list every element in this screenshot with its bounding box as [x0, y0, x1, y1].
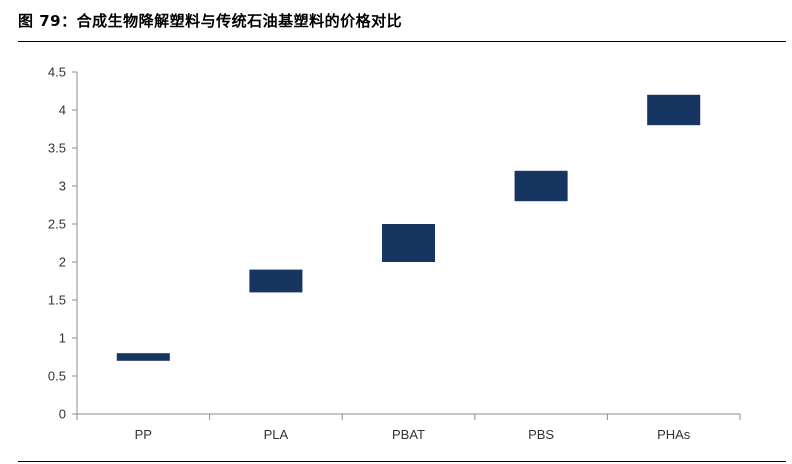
y-tick-label: 1.5: [48, 293, 66, 308]
y-tick-label: 0.5: [48, 369, 66, 384]
y-tick-label: 4.5: [48, 65, 66, 80]
range-bar-pla: [249, 269, 303, 293]
y-axis-ticks: 0 0.5 1 1.5 2 2.5 3 3.5 4 4.5: [48, 65, 77, 422]
x-tick-label: PP: [135, 427, 152, 442]
bottom-divider: [18, 461, 786, 462]
y-tick-label: 3: [59, 179, 66, 194]
y-tick-label: 3.5: [48, 141, 66, 156]
x-tick-label: PHAs: [657, 427, 691, 442]
y-tick-label: 2.5: [48, 217, 66, 232]
y-tick-label: 0: [59, 407, 66, 422]
x-tick-label: PLA: [264, 427, 289, 442]
range-bar-phas: [647, 94, 701, 126]
y-tick-label: 1: [59, 331, 66, 346]
x-axis-ticks: PP PLA PBAT PBS PHAs: [76, 414, 741, 442]
x-tick-label: PBS: [528, 427, 554, 442]
range-bar-pbs: [514, 170, 568, 202]
range-bar-pp: [116, 353, 170, 361]
y-tick-label: 4: [59, 103, 66, 118]
x-tick-label: PBAT: [392, 427, 425, 442]
title-divider: [18, 41, 786, 42]
bars: [116, 94, 701, 361]
figure-title: 图 79：合成生物降解塑料与传统石油基塑料的价格对比: [18, 12, 403, 30]
y-tick-label: 2: [59, 255, 66, 270]
range-bar-pbat: [381, 224, 436, 262]
